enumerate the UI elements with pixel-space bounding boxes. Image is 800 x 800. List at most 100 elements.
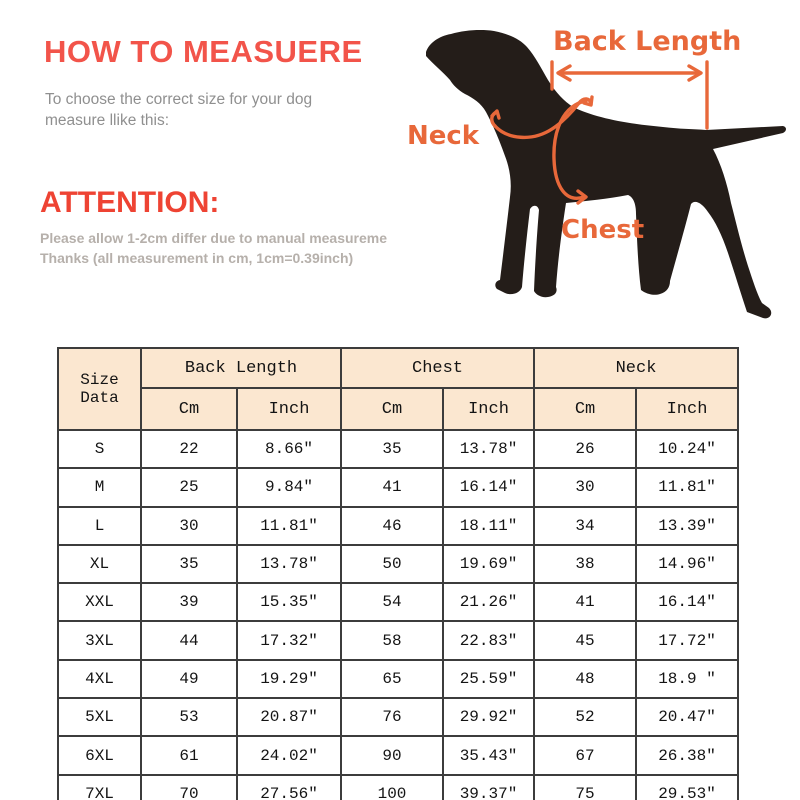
- size-table-header: Size Data Back Length Chest Neck Cm Inch Cm I…: [57, 347, 740, 431]
- measurement-cell: 16.14″: [635, 582, 740, 623]
- attention-note: Please allow 1-2cm differ due to manual …: [40, 228, 387, 269]
- attention-title: ATTENTION:: [40, 186, 220, 219]
- column-group-header: Chest: [339, 347, 536, 389]
- column-subheader: Inch: [441, 387, 536, 431]
- measurement-cell: 22: [140, 428, 238, 470]
- column-subheader: Inch: [236, 387, 342, 431]
- measurement-cell: 46: [340, 505, 444, 546]
- size-label-cell: XXL: [57, 582, 142, 623]
- dog-diagram-svg: [426, 30, 786, 319]
- measurement-cell: 38: [533, 543, 638, 585]
- measurement-cell: 11.81″: [635, 467, 740, 508]
- attention-note-line1: Please allow 1-2cm differ due to manual …: [40, 230, 388, 246]
- size-label-cell: XL: [57, 543, 142, 585]
- column-subheader: Cm: [140, 387, 238, 431]
- measurement-cell: 45: [533, 620, 638, 661]
- size-label-cell: M: [57, 467, 142, 508]
- measurement-cell: 34: [533, 505, 638, 546]
- measurement-cell: 53: [140, 697, 238, 738]
- dog-measurement-diagram: [395, 0, 800, 340]
- size-table-corner-cell: Size Data: [57, 347, 142, 431]
- measurement-cell: 41: [340, 467, 444, 508]
- measurement-cell: 35.43″: [441, 735, 536, 776]
- column-group-header: Back Length: [140, 347, 342, 389]
- measurement-cell: 10.24″: [635, 428, 740, 470]
- measurement-cell: 27.56″: [236, 773, 342, 800]
- size-label-cell: S: [57, 428, 142, 470]
- column-group-header: Neck: [533, 347, 740, 389]
- measurement-cell: 100: [340, 773, 444, 800]
- measurement-cell: 49: [140, 658, 238, 700]
- measurement-cell: 58: [340, 620, 444, 661]
- measurement-cell: 50: [340, 543, 444, 585]
- measurement-cell: 8.66″: [236, 428, 342, 470]
- attention-note-line2: Thanks (all measurement in cm, 1cm=0.39i…: [40, 250, 354, 267]
- measurement-cell: 11.81″: [236, 505, 342, 546]
- measurement-cell: 9.84″: [236, 467, 342, 508]
- size-label-cell: 3XL: [57, 620, 142, 661]
- measurement-cell: 17.32″: [236, 620, 342, 661]
- measurement-cell: 15.35″: [236, 582, 342, 623]
- size-row-m: M 25 9.84″ 41 16.14″ 30 11.81″: [57, 467, 740, 508]
- measurement-cell: 20.87″: [236, 697, 342, 738]
- size-row-3xl: 3XL 44 17.32″ 58 22.83″ 45 17.72″: [57, 620, 740, 661]
- size-label-cell: 6XL: [57, 735, 142, 776]
- measurement-cell: 17.72″: [635, 620, 740, 661]
- measurement-cell: 19.69″: [441, 543, 536, 585]
- size-label-cell: 7XL: [57, 773, 142, 800]
- howto-subtitle-line1: To choose the correct size for your dog: [45, 91, 313, 108]
- measurement-cell: 75: [533, 773, 638, 800]
- size-row-xl: XL 35 13.78″ 50 19.69″ 38 14.96″: [57, 543, 740, 585]
- measurement-cell: 25.59″: [441, 658, 536, 700]
- size-row-5xl: 5XL 53 20.87″ 76 29.92″ 52 20.47″: [57, 697, 740, 738]
- measurement-cell: 18.9 ″: [635, 658, 740, 700]
- measurement-cell: 20.47″: [635, 697, 740, 738]
- column-subheader: Cm: [340, 387, 444, 431]
- size-row-s: S 22 8.66″ 35 13.78″ 26 10.24″: [57, 428, 740, 470]
- measurement-cell: 35: [340, 428, 444, 470]
- measurement-cell: 16.14″: [441, 467, 536, 508]
- measurement-cell: 29.92″: [441, 697, 536, 738]
- measurement-cell: 13.39″: [635, 505, 740, 546]
- size-table: Size Data Back Length Chest Neck Cm Inch Cm I…: [57, 347, 740, 800]
- size-row-6xl: 6XL 61 24.02″ 90 35.43″ 67 26.38″: [57, 735, 740, 776]
- measurement-cell: 24.02″: [236, 735, 342, 776]
- measurement-cell: 22.83″: [441, 620, 536, 661]
- measurement-cell: 52: [533, 697, 638, 738]
- measurement-cell: 30: [533, 467, 638, 508]
- measurement-cell: 39.37″: [441, 773, 536, 800]
- size-row-4xl: 4XL 49 19.29″ 65 25.59″ 48 18.9 ″: [57, 658, 740, 700]
- size-table-body: S 22 8.66″ 35 13.78″ 26 10.24″ M 25 9.84″ 41 16.14″…: [57, 428, 740, 800]
- howto-subtitle-line2: measure llike this:: [45, 111, 170, 129]
- page-title: HOW TO MEASUERE: [44, 34, 363, 69]
- size-row-xxl: XXL 39 15.35″ 54 21.26″ 41 16.14″: [57, 582, 740, 623]
- back-length-label: Back Length: [553, 26, 742, 57]
- measurement-cell: 21.26″: [441, 582, 536, 623]
- measurement-cell: 26: [533, 428, 638, 470]
- measurement-cell: 25: [140, 467, 238, 508]
- measurement-cell: 30: [140, 505, 238, 546]
- measurement-cell: 19.29″: [236, 658, 342, 700]
- size-row-l: L 30 11.81″ 46 18.11″ 34 13.39″: [57, 505, 740, 546]
- dog-silhouette-shape: [426, 30, 786, 319]
- measurement-cell: 67: [533, 735, 638, 776]
- size-table-group-row: Size Data Back Length Chest Neck: [57, 347, 740, 431]
- measurement-cell: 29.53″: [635, 773, 740, 800]
- column-subheader: Inch: [635, 387, 740, 431]
- measurement-cell: 48: [533, 658, 638, 700]
- measurement-cell: 39: [140, 582, 238, 623]
- back-length-arrow: [550, 60, 709, 130]
- measurement-cell: 13.78″: [441, 428, 536, 470]
- measurement-cell: 26.38″: [635, 735, 740, 776]
- measurement-cell: 70: [140, 773, 238, 800]
- neck-label: Neck: [407, 121, 480, 151]
- column-subheader: Cm: [533, 387, 638, 431]
- measurement-cell: 44: [140, 620, 238, 661]
- chest-measure-loop: [552, 99, 588, 205]
- measurement-cell: 35: [140, 543, 238, 585]
- measurement-cell: 65: [340, 658, 444, 700]
- howto-subtitle: To choose the correct size for your dog …: [45, 90, 312, 132]
- size-table-subheader-row: Cm Inch Cm Inch Cm Inch: [58, 387, 740, 431]
- measurement-cell: 76: [340, 697, 444, 738]
